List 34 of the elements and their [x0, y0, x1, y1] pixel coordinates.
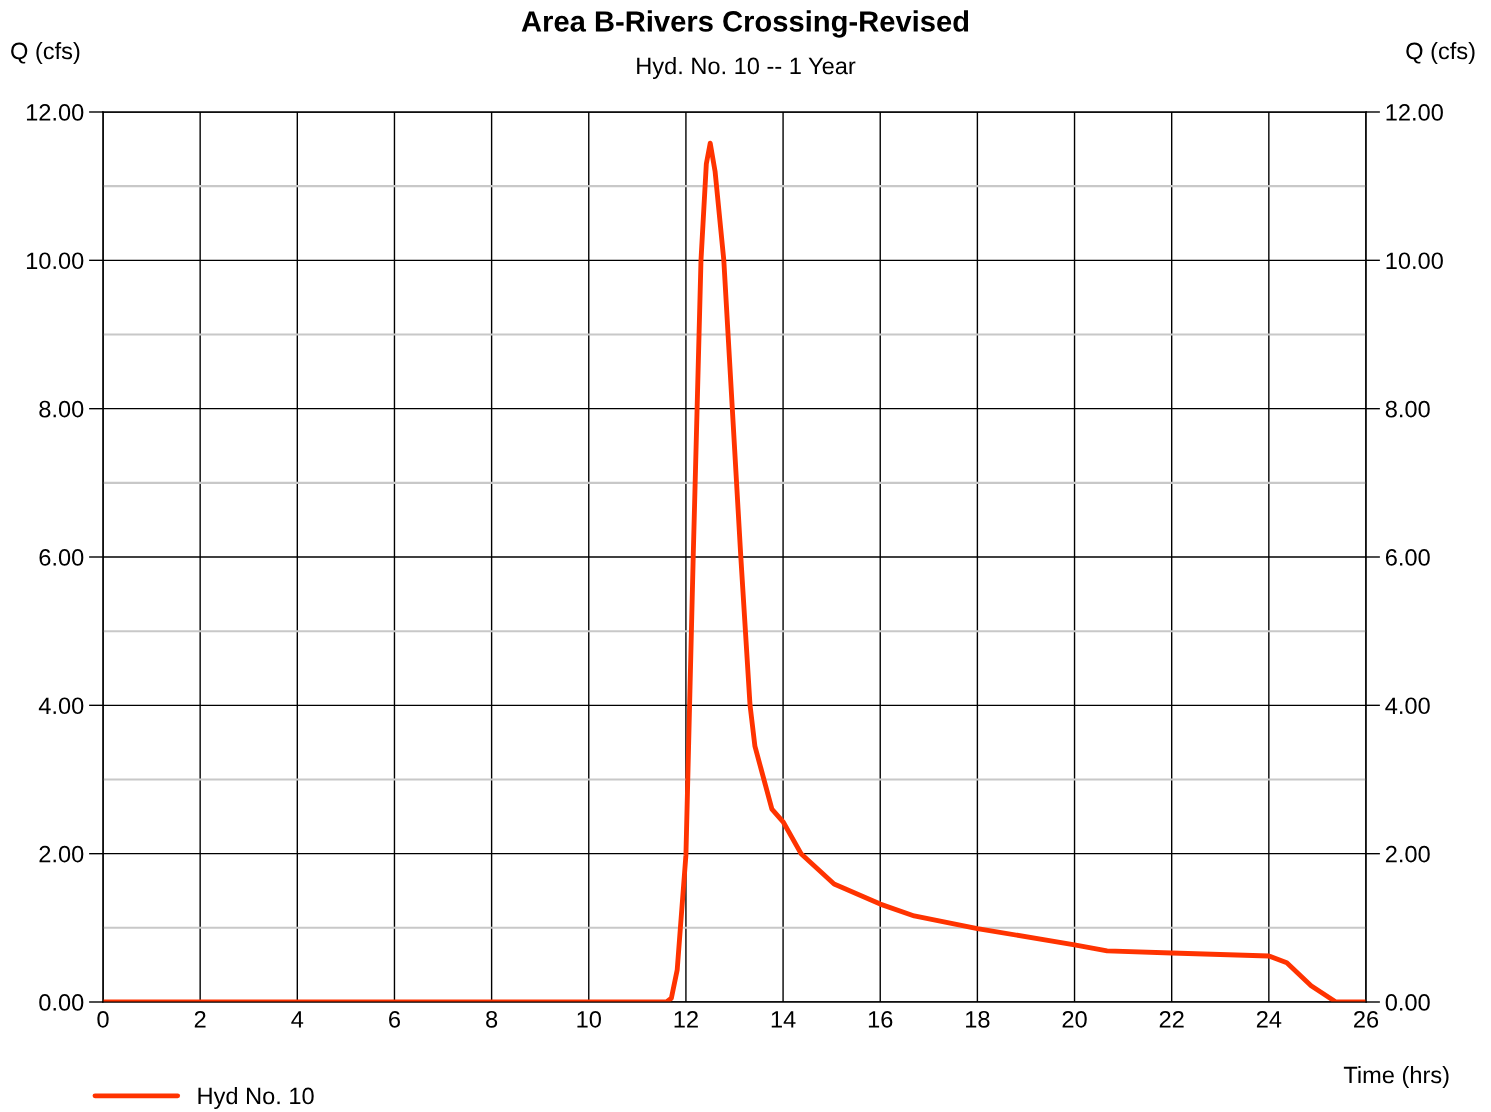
y-tick-label: 2.00 [39, 845, 84, 863]
y-axis-title: Q (cfs) [11, 42, 80, 64]
x-tick-label: 16 [868, 1010, 893, 1028]
x-tick-label: 24 [1256, 1010, 1282, 1028]
chart-subtitle: Hyd. No. 10 -- 1 Year [637, 57, 856, 79]
y2-tick-label: 0.00 [1385, 994, 1430, 1011]
y2-tick-label: 6.00 [1385, 549, 1430, 566]
x-axis-title: Time (hrs) [1343, 1065, 1449, 1088]
y-tick-label: 8.00 [39, 400, 84, 418]
x-tick-label: 22 [1159, 1010, 1184, 1028]
x-tick-label: 18 [966, 1010, 990, 1028]
y2-tick-label: 8.00 [1385, 400, 1430, 418]
y-tick-label: 0.00 [39, 994, 84, 1011]
y2-tick-label: 10.00 [1386, 252, 1443, 270]
x-tick-label: 8 [486, 1010, 498, 1028]
y-tick-label: 6.00 [39, 549, 84, 566]
y-tick-label: 10.00 [26, 252, 84, 270]
x-tick-label: 4 [291, 1011, 304, 1028]
y2-tick-label: 2.00 [1385, 845, 1430, 863]
x-tick-label: 10 [577, 1010, 601, 1028]
x-tick-label: 14 [771, 1011, 796, 1028]
y-tick-label: 4.00 [38, 697, 84, 715]
x-tick-label: 2 [194, 1010, 206, 1028]
y2-tick-label: 12.00 [1386, 104, 1443, 121]
y2-tick-label: 4.00 [1385, 697, 1430, 715]
x-tick-label: 0 [97, 1010, 109, 1028]
chart-title: Area B-Rivers Crossing-Revised [521, 10, 969, 38]
x-tick-label: 6 [389, 1010, 400, 1028]
x-tick-label: 26 [1354, 1010, 1379, 1028]
y2-axis-title: Q (cfs) [1406, 42, 1475, 64]
x-tick-label: 12 [674, 1010, 698, 1028]
x-tick-label: 20 [1062, 1010, 1087, 1028]
legend-label: Hyd No. 10 [198, 1086, 314, 1110]
y-tick-label: 12.00 [26, 104, 84, 121]
